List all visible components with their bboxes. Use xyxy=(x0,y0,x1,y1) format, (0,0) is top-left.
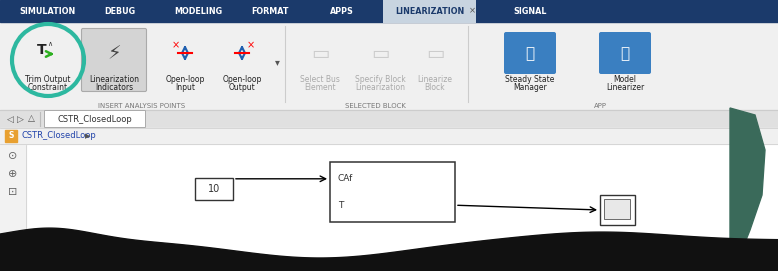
Text: 10: 10 xyxy=(208,184,220,194)
Polygon shape xyxy=(730,108,765,271)
Text: ∧: ∧ xyxy=(47,41,53,47)
Bar xyxy=(0,110,778,128)
Text: ▭: ▭ xyxy=(426,44,444,63)
Text: 📊: 📊 xyxy=(620,47,629,62)
Text: Constraint: Constraint xyxy=(28,82,68,92)
Text: ⊕: ⊕ xyxy=(9,169,18,179)
Text: Specify Block: Specify Block xyxy=(355,75,405,83)
Text: ×: × xyxy=(468,7,475,15)
FancyBboxPatch shape xyxy=(383,0,476,23)
Text: Indicators: Indicators xyxy=(95,82,133,92)
Bar xyxy=(604,199,630,219)
Text: Open-loop: Open-loop xyxy=(165,75,205,83)
Text: T: T xyxy=(37,43,47,57)
Text: INSERT ANALYSIS POINTS: INSERT ANALYSIS POINTS xyxy=(99,103,186,109)
Text: Input: Input xyxy=(175,82,195,92)
Text: ×: × xyxy=(247,40,255,50)
Text: Linearization: Linearization xyxy=(89,75,139,83)
Text: T: T xyxy=(338,201,343,210)
Bar xyxy=(600,195,635,225)
Text: Linearizer: Linearizer xyxy=(606,82,644,92)
Bar xyxy=(195,178,233,200)
Text: ▾: ▾ xyxy=(275,57,279,67)
Text: Manager: Manager xyxy=(513,82,547,92)
Polygon shape xyxy=(0,228,778,271)
Text: Element: Element xyxy=(304,82,336,92)
Text: MODELING: MODELING xyxy=(174,7,222,15)
Text: LINEARIZATION: LINEARIZATION xyxy=(395,7,464,15)
Text: ◁: ◁ xyxy=(6,115,13,124)
Text: APP: APP xyxy=(594,103,607,109)
Text: ▭: ▭ xyxy=(311,44,329,63)
Text: Select Bus: Select Bus xyxy=(300,75,340,83)
Text: ▭: ▭ xyxy=(371,44,389,63)
Text: Model: Model xyxy=(614,75,636,83)
Text: △: △ xyxy=(27,115,34,124)
Text: CSTR_ClosedLoop: CSTR_ClosedLoop xyxy=(58,115,132,124)
Text: Trim Output: Trim Output xyxy=(25,75,71,83)
Text: Output: Output xyxy=(229,82,255,92)
Text: SELECTED BLOCK: SELECTED BLOCK xyxy=(345,103,405,109)
Bar xyxy=(330,162,455,222)
Bar xyxy=(5,130,17,142)
Polygon shape xyxy=(478,0,488,22)
Bar xyxy=(0,22,778,110)
Text: Linearization: Linearization xyxy=(355,82,405,92)
Bar xyxy=(0,128,778,144)
Text: APPS: APPS xyxy=(330,7,354,15)
Bar xyxy=(0,144,778,271)
FancyBboxPatch shape xyxy=(82,28,146,92)
FancyBboxPatch shape xyxy=(44,111,145,127)
Text: Steady State: Steady State xyxy=(506,75,555,83)
Text: ⊡: ⊡ xyxy=(9,187,18,197)
Text: Block: Block xyxy=(425,82,445,92)
Text: SIMULATION: SIMULATION xyxy=(20,7,76,15)
FancyBboxPatch shape xyxy=(504,32,556,74)
Text: CSTR_ClosedLoop: CSTR_ClosedLoop xyxy=(22,131,96,140)
Text: CAf: CAf xyxy=(338,174,353,183)
Text: Linearize: Linearize xyxy=(418,75,453,83)
Text: ⚡: ⚡ xyxy=(107,44,121,63)
Text: FORMAT: FORMAT xyxy=(251,7,289,15)
Text: ×: × xyxy=(172,40,180,50)
Text: DEBUG: DEBUG xyxy=(104,7,135,15)
FancyBboxPatch shape xyxy=(599,32,651,74)
Text: SIGNAL: SIGNAL xyxy=(513,7,547,15)
Text: ▷: ▷ xyxy=(16,115,23,124)
Text: ⊙: ⊙ xyxy=(9,151,18,161)
Bar xyxy=(0,0,778,22)
Bar xyxy=(0,144,26,271)
Text: S: S xyxy=(9,131,14,140)
Text: 📊: 📊 xyxy=(525,47,534,62)
Text: ▶: ▶ xyxy=(86,133,91,139)
Text: Open-loop: Open-loop xyxy=(223,75,261,83)
